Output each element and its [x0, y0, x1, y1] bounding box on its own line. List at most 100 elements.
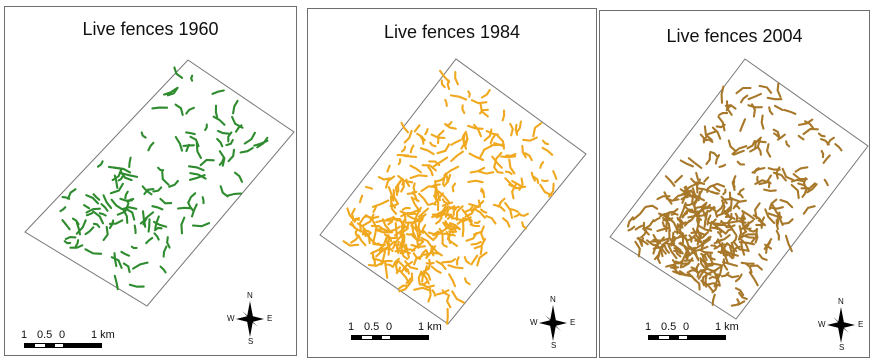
- live-fence-segment: [803, 190, 807, 197]
- live-fence-segment: [449, 274, 455, 286]
- live-fence-segment: [442, 243, 447, 247]
- live-fence-segment: [73, 219, 79, 225]
- live-fence-segment: [543, 148, 553, 155]
- live-fence-segment: [153, 187, 161, 191]
- live-fence-segment: [681, 161, 693, 167]
- live-fence-segment: [184, 145, 194, 146]
- live-fence-segment: [161, 267, 166, 273]
- live-fence-segment: [241, 148, 253, 153]
- live-fence-segment: [130, 285, 144, 287]
- live-fence-segment: [178, 208, 191, 209]
- live-fence-segment: [176, 137, 182, 151]
- live-fence-segment: [804, 178, 806, 188]
- live-fence-segment: [503, 111, 505, 121]
- live-fence-segment: [792, 185, 799, 198]
- live-fence-segment: [741, 96, 747, 103]
- live-fence-segment: [158, 168, 163, 170]
- live-fence-segment: [414, 184, 415, 192]
- live-fence-segment: [155, 233, 159, 239]
- scale-label-0: 0: [683, 321, 689, 333]
- live-fence-segment: [425, 129, 427, 134]
- live-fence-segment: [633, 208, 645, 220]
- live-fence-segment: [696, 173, 698, 180]
- live-fence-segment: [713, 186, 719, 191]
- live-fence-segment: [748, 105, 761, 107]
- scale-graphic: [24, 343, 102, 348]
- live-fence-segment: [481, 210, 486, 213]
- live-fence-segment: [135, 226, 136, 234]
- live-fence-segment: [84, 205, 89, 208]
- live-fence-segment: [510, 124, 513, 136]
- scale-label-km: 1 km: [418, 321, 442, 333]
- study-area-boundary: [25, 60, 294, 306]
- live-fence-segment: [472, 242, 481, 245]
- live-fence-segment: [448, 80, 449, 89]
- live-fence-segment: [85, 249, 101, 254]
- live-fence-segment: [189, 166, 204, 170]
- live-fence-segment: [119, 177, 123, 181]
- live-fence-segment: [358, 235, 365, 245]
- live-fence-segment: [717, 125, 725, 127]
- live-fence-segment: [765, 209, 774, 223]
- live-fence-segment: [714, 224, 724, 225]
- live-fence-segment: [203, 197, 204, 203]
- live-fence-segment: [792, 180, 803, 182]
- live-fence-segment: [100, 213, 106, 215]
- live-fence-segment: [214, 117, 225, 125]
- live-fence-segment: [769, 107, 772, 114]
- live-fence-segment: [356, 230, 357, 235]
- live-fence-segment: [455, 72, 458, 84]
- live-fence-segment: [835, 144, 841, 150]
- live-fence-segment: [155, 217, 159, 229]
- live-fence-segment: [399, 159, 400, 164]
- live-fence-segment: [451, 140, 460, 145]
- live-fence-segment: [749, 94, 761, 99]
- map-panel-1984: Live fences 1984 1 0.5 0 1 km N S W E: [307, 8, 597, 358]
- live-fence-segment: [717, 235, 730, 241]
- live-fence-segment: [540, 162, 543, 168]
- live-fence-segment: [121, 252, 129, 256]
- live-fence-segment: [465, 257, 470, 263]
- live-fence-segment: [828, 138, 834, 145]
- live-fence-segment: [450, 235, 455, 236]
- north-arrow: N S W E: [530, 295, 576, 351]
- live-fence-segment: [86, 227, 94, 234]
- live-fence-segment: [646, 206, 657, 209]
- live-fence-segment: [379, 177, 390, 179]
- live-fence-segment: [397, 242, 399, 253]
- live-fence-segment: [76, 240, 78, 246]
- live-fence-segment: [169, 181, 178, 187]
- live-fence-segment: [98, 161, 103, 166]
- live-fence-segment: [768, 98, 782, 99]
- live-fence-segment: [501, 156, 515, 157]
- live-fence-segment: [188, 202, 193, 210]
- live-fence-segment: [164, 247, 167, 257]
- live-fence-segment: [463, 223, 464, 236]
- live-fence-segment: [757, 177, 758, 183]
- live-fence-segment: [645, 220, 654, 229]
- live-fence-segment: [710, 184, 724, 187]
- live-fence-segment: [216, 106, 217, 118]
- live-fence-segment: [186, 108, 194, 114]
- live-fence-segment: [704, 178, 708, 182]
- live-fence-segment: [403, 208, 410, 210]
- live-fence-segment: [740, 119, 745, 131]
- live-fence-segment: [472, 100, 487, 103]
- live-fence-segment: [213, 91, 224, 94]
- live-fence-segment: [102, 204, 108, 211]
- live-fence-segment: [176, 105, 183, 115]
- scale-label-1: 1: [348, 321, 354, 333]
- live-fence-segment: [405, 221, 419, 223]
- live-fence-segment: [799, 136, 804, 139]
- live-fence-segment: [221, 186, 228, 196]
- live-fence-segment: [628, 217, 633, 226]
- live-fence-segment: [515, 213, 520, 216]
- live-fence-segment: [402, 147, 405, 152]
- live-fence-segment: [764, 190, 776, 191]
- live-fence-segment: [453, 184, 455, 192]
- live-fence-segment: [448, 259, 455, 262]
- live-fence-segment: [722, 87, 724, 103]
- live-fence-segment: [181, 218, 184, 234]
- live-fence-segment: [387, 265, 393, 267]
- live-fence-segment: [751, 266, 762, 270]
